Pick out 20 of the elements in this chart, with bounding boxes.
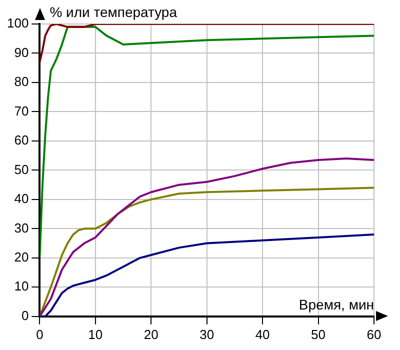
x-tick-label: 10 [88, 326, 103, 342]
y-tick-label: 90 [14, 44, 29, 60]
y-tick-label: 100 [6, 16, 29, 31]
x-tick-label: 50 [311, 326, 326, 342]
x-tick-label: 60 [366, 326, 382, 342]
y-tick-label: 70 [14, 103, 29, 118]
y-axis-title: % или температура [50, 4, 178, 20]
y-tick-label: 80 [14, 74, 29, 90]
x-tick-label: 40 [255, 326, 270, 342]
y-tick-label: 30 [14, 220, 29, 236]
x-tick-label: 0 [36, 326, 44, 342]
y-tick-label: 10 [14, 278, 29, 294]
x-tick-label: 30 [200, 326, 214, 342]
x-axis-title: Время, мин [298, 296, 374, 312]
y-tick-label: 60 [14, 132, 29, 148]
y-tick-label: 50 [14, 162, 29, 177]
x-tick-label: 20 [144, 326, 158, 342]
y-tick-label: 0 [21, 308, 29, 323]
y-tick-label: 40 [14, 191, 29, 206]
y-tick-label: 20 [14, 250, 29, 264]
